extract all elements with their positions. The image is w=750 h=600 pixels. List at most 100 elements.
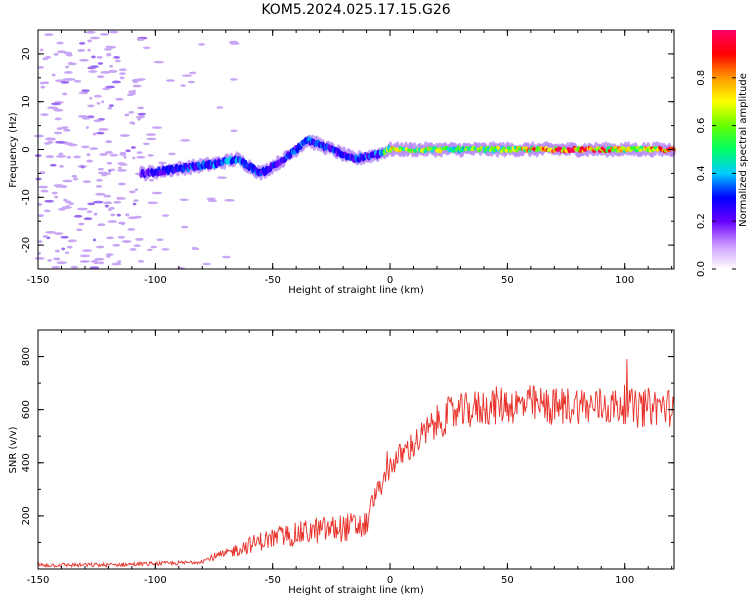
- noise-blob: [71, 174, 78, 178]
- y-tick-label: 10: [21, 95, 32, 108]
- noise-blob: [116, 168, 128, 172]
- noise-blob: [62, 92, 68, 96]
- noise-blob: [54, 117, 62, 121]
- noise-blob: [55, 185, 64, 188]
- noise-blob: [67, 143, 78, 147]
- noise-blob: [118, 68, 127, 72]
- snr-ylabel: SNR (v/v): [8, 426, 19, 473]
- noise-blob: [65, 65, 70, 69]
- noise-blob: [87, 104, 95, 108]
- ridge-cell: [456, 145, 460, 150]
- noise-blob: [180, 139, 191, 142]
- y-tick-label: 600: [21, 400, 32, 419]
- colorbar-label: Normalized spectral amplitude: [738, 73, 749, 227]
- noise-blob: [187, 80, 196, 84]
- noise-blob: [66, 53, 73, 57]
- noise-blob: [91, 55, 96, 59]
- noise-blob: [145, 133, 157, 136]
- noise-blob: [117, 182, 127, 186]
- ridge-cell: [600, 146, 605, 151]
- noise-blob: [62, 179, 73, 183]
- noise-blob: [85, 126, 89, 129]
- spectrogram-frame: [37, 29, 675, 270]
- noise-blob: [53, 108, 64, 112]
- noise-blob: [136, 155, 146, 159]
- noise-blob: [89, 36, 100, 40]
- noise-blob: [180, 84, 186, 87]
- colorbar-tick-label: 0.4: [696, 165, 707, 181]
- noise-blob: [45, 155, 55, 158]
- noise-blob: [85, 30, 96, 34]
- ridge-cell: [438, 149, 443, 154]
- noise-blob: [33, 134, 45, 138]
- x-tick-label: 50: [501, 275, 514, 286]
- ridge-cell: [558, 146, 562, 151]
- noise-blob: [89, 96, 93, 100]
- noise-blob: [87, 48, 91, 52]
- noise-blob: [38, 240, 43, 244]
- noise-blob: [34, 256, 45, 260]
- noise-blob: [121, 240, 132, 243]
- y-tick-label: -10: [21, 189, 32, 205]
- noise-blob: [102, 87, 111, 91]
- noise-blob: [97, 171, 108, 175]
- noise-blob: [45, 137, 56, 141]
- noise-blob: [40, 113, 49, 117]
- noise-blob: [81, 89, 90, 93]
- noise-blob: [50, 102, 62, 106]
- snr-panel: -150 -100 -50 0 50 100 200 400 600 800 Height of …: [8, 329, 675, 596]
- noise-blob: [124, 113, 130, 117]
- noise-blob: [98, 128, 109, 131]
- noise-blob: [86, 153, 91, 156]
- noise-blob: [119, 134, 130, 137]
- colorbar-tick-label: 0.6: [696, 118, 707, 134]
- noise-blob: [119, 72, 126, 76]
- noise-blob: [117, 260, 122, 264]
- noise-blob: [113, 200, 122, 204]
- noise-blob: [130, 146, 136, 149]
- noise-blob: [92, 238, 97, 242]
- colorbar-tick-label: 0.0: [696, 261, 707, 277]
- noise-blob: [89, 147, 99, 150]
- noise-blob: [79, 260, 91, 263]
- noise-blob: [165, 79, 175, 82]
- noise-blob: [116, 213, 121, 217]
- y-tick-label: 200: [21, 506, 32, 525]
- noise-blob: [132, 156, 136, 160]
- noise-blob: [47, 106, 58, 110]
- noise-blob: [68, 202, 74, 206]
- x-tick-label: 50: [501, 575, 514, 586]
- noise-blob: [76, 228, 83, 232]
- noise-blob: [206, 197, 216, 201]
- noise-blob: [60, 80, 70, 84]
- ridge-cell: [619, 148, 623, 153]
- noise-blob: [202, 262, 211, 266]
- noise-blob: [54, 232, 64, 236]
- colorbar: 0.0 0.2 0.4 0.6 0.8 Normalized spectral ampl…: [696, 30, 749, 277]
- noise-blob: [133, 244, 141, 248]
- noise-blob: [161, 248, 170, 251]
- noise-blob: [40, 85, 46, 89]
- noise-blob: [83, 217, 93, 221]
- ridge-cell: [509, 149, 513, 153]
- noise-blob: [157, 161, 167, 165]
- noise-blob: [111, 262, 122, 266]
- noise-blob: [63, 198, 68, 202]
- noise-blob: [86, 159, 94, 163]
- noise-blob: [137, 117, 141, 121]
- noise-blob: [60, 126, 69, 130]
- noise-blob: [125, 149, 131, 153]
- snr-axes: -150 -100 -50 0 50 100 200 400 600 800: [21, 329, 674, 586]
- x-tick-label: 100: [615, 275, 634, 286]
- noise-blob: [58, 152, 64, 156]
- noise-blob: [95, 192, 106, 196]
- noise-blob: [94, 257, 105, 261]
- noise-blob: [82, 180, 92, 184]
- noise-blob: [64, 251, 70, 255]
- noise-blob: [222, 255, 231, 259]
- noise-blob: [109, 153, 119, 157]
- noise-blob: [96, 101, 101, 105]
- noise-blob: [51, 265, 61, 269]
- noise-blob: [56, 261, 68, 265]
